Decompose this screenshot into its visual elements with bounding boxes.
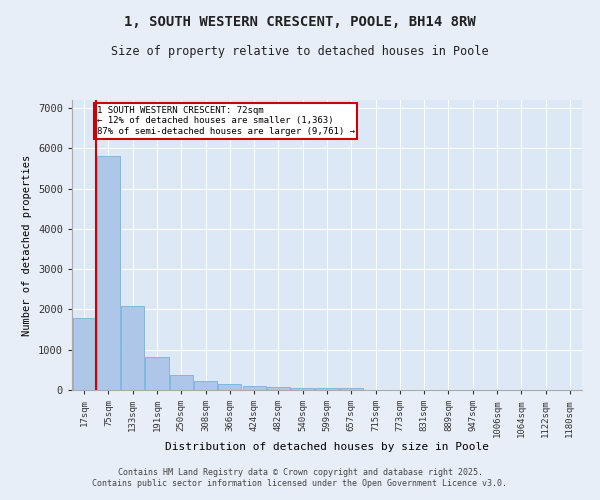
Bar — [316, 388, 338, 390]
Bar — [218, 384, 241, 390]
Text: Size of property relative to detached houses in Poole: Size of property relative to detached ho… — [111, 45, 489, 58]
Bar — [340, 388, 363, 390]
Bar — [194, 381, 217, 390]
Bar — [145, 357, 169, 390]
Y-axis label: Number of detached properties: Number of detached properties — [22, 154, 32, 336]
Bar — [97, 156, 120, 390]
Bar — [121, 306, 144, 390]
Bar — [170, 374, 193, 390]
X-axis label: Distribution of detached houses by size in Poole: Distribution of detached houses by size … — [165, 442, 489, 452]
Text: 1 SOUTH WESTERN CRESCENT: 72sqm
← 12% of detached houses are smaller (1,363)
87%: 1 SOUTH WESTERN CRESCENT: 72sqm ← 12% of… — [97, 106, 355, 136]
Bar — [267, 387, 290, 390]
Bar — [73, 318, 95, 390]
Text: Contains HM Land Registry data © Crown copyright and database right 2025.
Contai: Contains HM Land Registry data © Crown c… — [92, 468, 508, 487]
Bar — [242, 386, 266, 390]
Bar — [291, 388, 314, 390]
Text: 1, SOUTH WESTERN CRESCENT, POOLE, BH14 8RW: 1, SOUTH WESTERN CRESCENT, POOLE, BH14 8… — [124, 15, 476, 29]
